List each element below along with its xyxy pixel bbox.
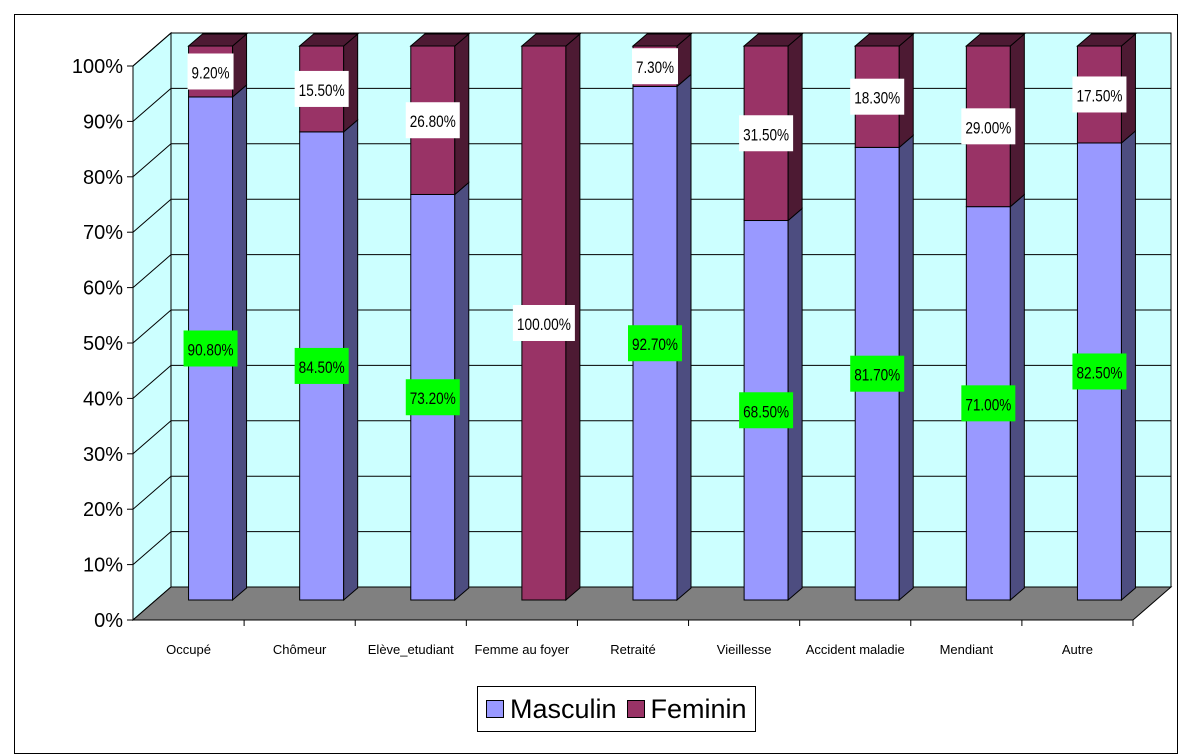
y-tick-label: 20%	[83, 499, 123, 521]
gridline-side	[132, 32, 172, 67]
gridline-side	[132, 420, 172, 455]
legend-label-feminin: Feminin	[650, 693, 747, 724]
y-tick-label: 60%	[83, 278, 123, 300]
data-label-feminin: 15.50%	[299, 81, 345, 100]
data-label-masculin: 90.80%	[188, 340, 234, 359]
x-tick-label: Accident maladie	[806, 642, 905, 657]
gridline-side	[132, 531, 172, 565]
stacked-bar-chart: 0% 10% 20% 30% 40% 50% 60% 70% 80% 90% 100% Occupé 9…	[72, 31, 1173, 657]
data-label-masculin: 84.50%	[299, 358, 345, 377]
data-label-masculin: 82.50%	[1076, 363, 1122, 382]
y-tick-label: 40%	[83, 388, 123, 410]
data-label-feminin: 29.00%	[965, 118, 1011, 137]
y-tick-label: 100%	[72, 56, 123, 78]
bar-top-feminin	[1076, 33, 1137, 47]
y-tick-label: 10%	[83, 555, 123, 577]
x-tick-label: Femme au foyer	[475, 642, 570, 657]
gridline-side	[132, 143, 172, 178]
bar-top-feminin	[964, 33, 1026, 47]
data-label-bg-masculin	[294, 347, 349, 384]
data-label-bg-feminin	[1072, 76, 1127, 113]
data-label-masculin: 73.20%	[410, 389, 456, 408]
bar-top-feminin	[187, 33, 248, 47]
data-label-bg-masculin	[628, 325, 682, 362]
data-label-bg-masculin	[739, 392, 794, 429]
x-tick-label: Vieillesse	[717, 642, 772, 657]
data-label-bg-masculin	[405, 379, 460, 416]
data-label-masculin: 71.00%	[965, 395, 1011, 414]
gridline-side	[132, 309, 172, 344]
data-label-feminin: 7.30%	[636, 58, 674, 77]
y-tick-label: 0%	[94, 610, 123, 632]
bar-top-feminin	[742, 33, 804, 47]
gridline-side	[132, 475, 172, 510]
data-label-bg-masculin	[850, 355, 905, 392]
data-label-bg-feminin	[405, 102, 460, 139]
legend-item-feminin: Feminin	[626, 693, 747, 725]
y-tick-label: 50%	[83, 333, 123, 355]
data-label-feminin: 18.30%	[854, 89, 900, 108]
bar-top-feminin	[520, 33, 582, 47]
y-tick-label: 80%	[83, 167, 123, 189]
bar-top-feminin	[409, 33, 471, 47]
y-tick-label: 70%	[83, 222, 123, 244]
y-tick-label: 30%	[83, 444, 123, 466]
data-label-bg-feminin	[850, 78, 905, 115]
bar-top-feminin	[853, 33, 915, 47]
data-label-masculin: 92.70%	[632, 335, 678, 354]
x-tick-label: Chômeur	[273, 642, 327, 657]
data-label-bg-feminin	[187, 53, 234, 90]
bar-top-feminin	[631, 33, 693, 47]
data-label-masculin: 81.70%	[854, 366, 900, 385]
gridline-side	[132, 254, 172, 288]
data-label-masculin: 68.50%	[743, 402, 789, 421]
data-label-feminin: 26.80%	[410, 112, 456, 131]
data-label-feminin: 17.50%	[1076, 86, 1122, 105]
data-label-feminin: 100.00%	[517, 315, 571, 334]
x-tick-label: Occupé	[166, 642, 211, 657]
gridline-side	[132, 88, 172, 122]
x-tick-label: Mendiant	[940, 642, 994, 657]
data-label-feminin: 31.50%	[743, 125, 789, 144]
x-tick-label: Elève_etudiant	[368, 642, 454, 657]
legend-item-masculin: Masculin	[486, 694, 617, 725]
legend-swatch-masculin	[486, 700, 504, 718]
legend: Masculin Feminin	[477, 686, 756, 732]
data-label-bg-masculin	[183, 330, 238, 367]
data-label-feminin: 9.20%	[192, 63, 230, 82]
legend-swatch-feminin	[626, 700, 645, 718]
data-label-bg-feminin	[632, 48, 678, 85]
gridline-side	[132, 198, 172, 233]
y-tick-label: 90%	[83, 111, 123, 133]
legend-label-masculin: Masculin	[510, 693, 617, 724]
data-label-bg-feminin	[512, 305, 575, 341]
data-label-bg-feminin	[961, 108, 1016, 145]
data-label-bg-feminin	[294, 70, 349, 107]
data-label-bg-feminin	[739, 115, 794, 152]
bar-top-feminin	[298, 33, 360, 47]
data-label-bg-masculin	[961, 385, 1016, 422]
data-label-bg-masculin	[1072, 353, 1127, 390]
x-tick-label: Autre	[1062, 642, 1093, 657]
gridline-side	[132, 365, 172, 399]
x-tick-label: Retraité	[610, 642, 656, 657]
